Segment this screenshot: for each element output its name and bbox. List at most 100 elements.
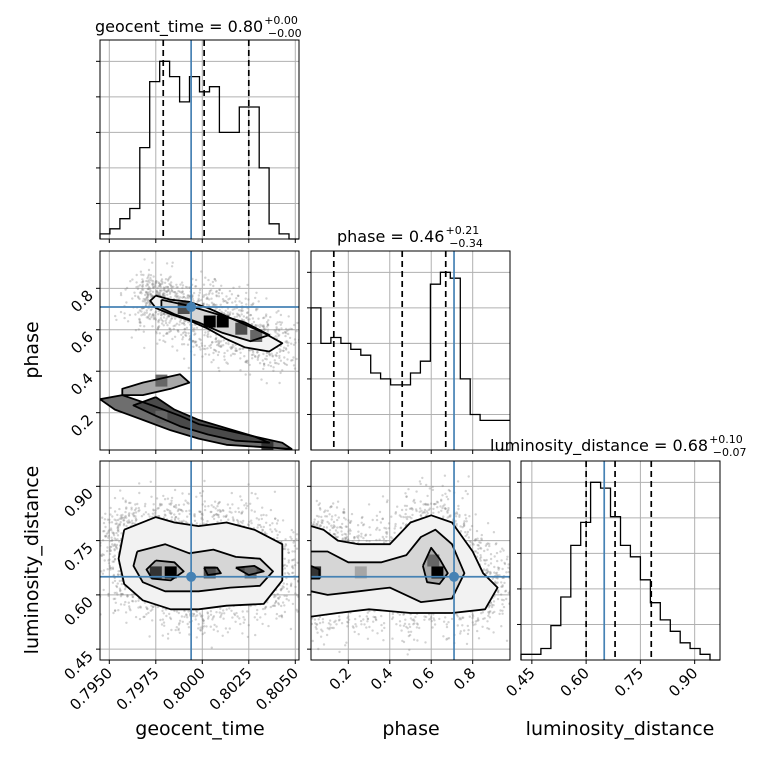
sample-point <box>175 626 178 629</box>
sample-point <box>365 539 368 543</box>
sample-point <box>154 280 158 283</box>
sample-point <box>241 610 244 613</box>
sample-point <box>305 566 307 568</box>
sample-point <box>177 503 181 507</box>
sample-point <box>106 568 109 571</box>
sample-point <box>225 361 228 364</box>
sample-point <box>266 323 270 327</box>
sample-point <box>256 608 259 612</box>
sample-point <box>299 632 301 634</box>
sample-point <box>435 500 439 503</box>
sample-point <box>461 497 464 500</box>
sample-point <box>291 602 295 606</box>
sample-point <box>497 568 500 571</box>
sample-point <box>229 311 232 314</box>
sample-point <box>169 275 172 278</box>
sample-point <box>338 615 341 618</box>
sample-point <box>325 633 329 637</box>
sample-point <box>215 294 218 297</box>
sample-point <box>375 538 378 542</box>
sample-point <box>173 291 176 294</box>
sample-point <box>149 293 152 297</box>
sample-point <box>187 610 190 613</box>
sample-point <box>145 291 148 294</box>
sample-point <box>277 362 280 366</box>
sample-point <box>285 363 289 367</box>
sample-point <box>505 558 509 561</box>
sample-point <box>402 522 405 525</box>
sample-point <box>382 639 385 642</box>
sample-point <box>164 340 167 344</box>
sample-point <box>207 278 210 282</box>
sample-point <box>471 615 475 618</box>
sample-point <box>165 290 168 293</box>
sample-point <box>391 617 394 621</box>
sample-point <box>158 332 161 335</box>
sample-point <box>147 275 150 278</box>
sample-point <box>348 532 351 535</box>
sample-point <box>156 287 159 290</box>
sample-point <box>440 498 443 501</box>
sample-point <box>151 325 154 328</box>
sample-point <box>275 362 278 365</box>
sample-point <box>378 538 381 541</box>
sample-point <box>174 291 177 294</box>
sample-point <box>293 558 296 561</box>
sample-point <box>248 363 251 367</box>
sample-point <box>275 322 278 326</box>
sample-point <box>257 317 260 320</box>
sample-point <box>306 525 308 527</box>
sample-point <box>357 633 360 636</box>
sample-point <box>206 612 210 615</box>
sample-point <box>280 321 284 324</box>
sample-point <box>247 483 250 486</box>
sample-point <box>466 533 469 536</box>
sample-point <box>162 334 165 337</box>
sample-point <box>469 541 473 544</box>
sample-point <box>113 543 117 546</box>
sample-point <box>380 629 384 632</box>
sample-point <box>167 278 170 281</box>
sample-point <box>161 292 165 296</box>
sample-point <box>364 534 367 537</box>
panel-frame <box>310 250 511 451</box>
sample-point <box>169 284 173 287</box>
sample-point <box>168 612 171 616</box>
sample-point <box>449 514 452 517</box>
sample-point <box>158 293 161 296</box>
sample-point <box>491 611 494 615</box>
sample-point <box>214 337 217 341</box>
sample-point <box>469 528 472 531</box>
sample-point <box>206 335 210 339</box>
sample-point <box>128 521 132 524</box>
sample-point <box>350 512 354 516</box>
sample-point <box>224 627 228 630</box>
sample-point <box>197 299 200 302</box>
sample-point <box>257 354 261 357</box>
scatter-panel-geocent-time-phase <box>96 250 300 454</box>
sample-point <box>497 566 501 570</box>
sample-point <box>385 531 389 534</box>
sample-point <box>463 629 466 632</box>
sample-point <box>179 508 183 512</box>
sample-point <box>471 616 474 620</box>
sample-point <box>279 588 283 591</box>
sample-point <box>188 509 191 512</box>
sample-point <box>324 515 327 518</box>
sample-point <box>420 509 423 512</box>
sample-point <box>153 317 157 320</box>
sample-point <box>428 618 431 621</box>
sample-point <box>304 536 306 538</box>
sample-point <box>252 302 255 305</box>
sample-point <box>280 327 283 330</box>
sample-point <box>168 292 172 295</box>
sample-point <box>244 360 247 364</box>
sample-point <box>122 524 126 527</box>
sample-point <box>293 539 296 543</box>
sample-point <box>138 509 141 512</box>
sample-point <box>268 353 271 356</box>
sample-point <box>161 294 165 297</box>
contour-line <box>311 528 466 603</box>
sample-point <box>115 591 118 594</box>
sample-point <box>159 282 162 286</box>
